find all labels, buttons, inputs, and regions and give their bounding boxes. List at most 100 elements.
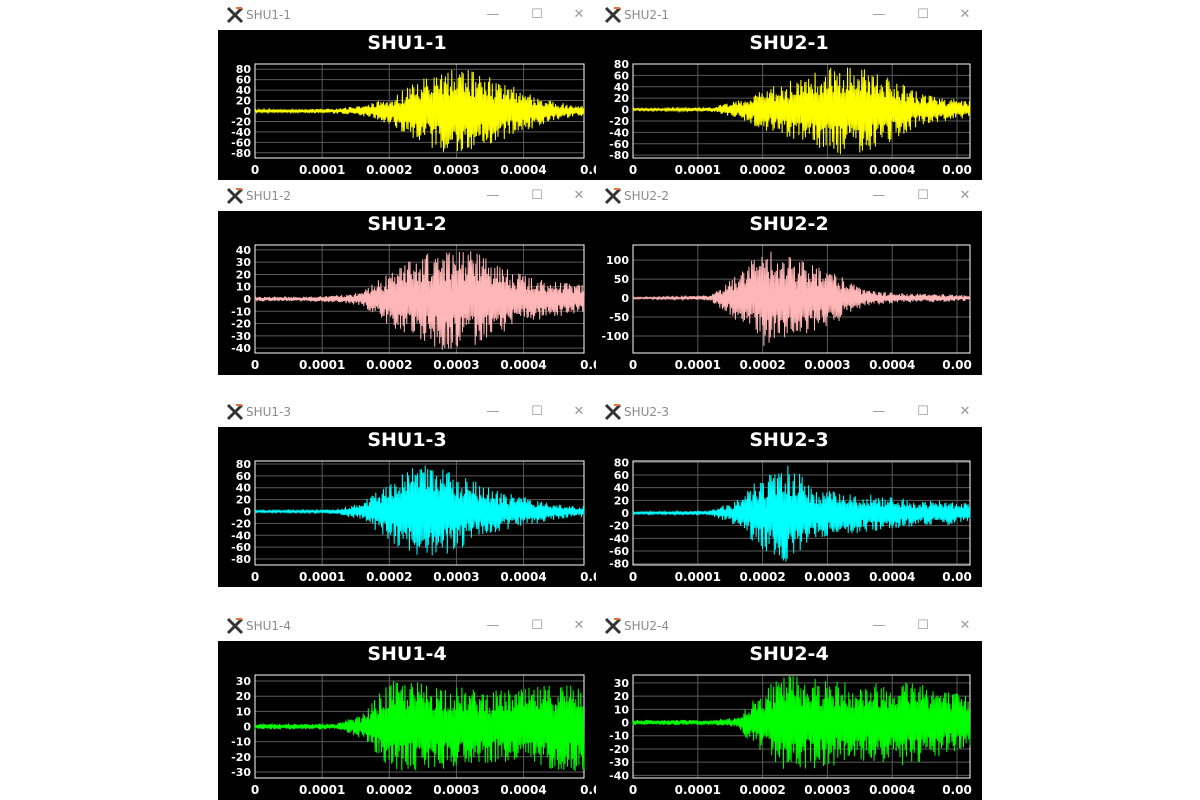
y-tick-label: -20 [609, 743, 629, 756]
y-tick-label: -60 [609, 138, 629, 151]
titlebar[interactable]: SHU1-1 — ☐ ✕ [218, 0, 596, 30]
x-tick-label: 0.0003 [804, 783, 850, 797]
maximize-button[interactable]: ☐ [531, 7, 543, 22]
close-button[interactable]: ✕ [959, 618, 971, 633]
window-shu1-4[interactable]: SHU1-4 — ☐ ✕ SHU1-4 0 0.0001 0.0002 0.0003 0… [218, 611, 596, 800]
y-tick-label: -60 [231, 136, 251, 149]
minimize-button[interactable]: — [872, 618, 886, 633]
window-shu2-3[interactable]: SHU2-3 — ☐ ✕ SHU2-3 0 0.0001 0.0002 0.0003 0… [596, 397, 982, 587]
y-tick-label: 80 [236, 63, 252, 76]
y-tick-label: 20 [236, 268, 252, 281]
minimize-button[interactable]: — [486, 404, 500, 419]
close-button[interactable]: ✕ [573, 188, 585, 203]
x-tick-label: 0.0002 [739, 783, 785, 797]
x-tick-label: 0.0002 [366, 570, 412, 584]
x-tick-label: 0.0001 [675, 163, 721, 177]
y-tick-label: 40 [614, 81, 630, 94]
y-tick-label: -20 [231, 751, 251, 764]
x-tick-label: 0.0004 [500, 358, 546, 372]
maximize-button[interactable]: ☐ [531, 404, 543, 419]
minimize-button[interactable]: — [486, 7, 500, 22]
x-tick-label: 0.00 [942, 358, 972, 372]
minimize-button[interactable]: — [872, 404, 886, 419]
plot-area[interactable]: 0 0.0001 0.0002 0.0003 0.0004 0.00 100 50 0 -50 -1… [596, 211, 982, 375]
plot-area[interactable]: 0 0.0001 0.0002 0.0003 0.0004 0.00806040200-2… [596, 30, 982, 180]
x-tick-label: 0.0003 [804, 358, 850, 372]
x-tick-label: 0.0001 [299, 358, 345, 372]
window-shu2-1[interactable]: SHU2-1 — ☐ ✕ SHU2-1 0 0.0001 0.0002 0.0003 0… [596, 0, 982, 180]
y-tick-label: -30 [231, 330, 251, 343]
window-shu1-3[interactable]: SHU1-3 — ☐ ✕ SHU1-3 0 0.0001 0.0002 0.0003 0… [218, 397, 596, 587]
maximize-button[interactable]: ☐ [917, 188, 929, 203]
plot-area[interactable]: 00.00010.00020.00030.00040.0403020100-10… [218, 211, 596, 375]
x-tick-label: 0.0003 [433, 783, 479, 797]
close-button[interactable]: ✕ [959, 188, 971, 203]
x-logo-icon [226, 6, 244, 24]
window-shu1-2[interactable]: SHU1-2 — ☐ ✕ SHU1-2 0 0.0001 0.0002 0.0003 0… [218, 181, 596, 375]
waveform-series [632, 251, 971, 346]
close-button[interactable]: ✕ [573, 618, 585, 633]
y-tick-label: 0 [243, 293, 251, 306]
maximize-button[interactable]: ☐ [531, 188, 543, 203]
titlebar[interactable]: SHU1-2 — ☐ ✕ [218, 181, 596, 211]
x-tick-label: 0.00 [942, 163, 972, 177]
x-logo-icon [604, 6, 622, 24]
x-tick-label: 0 [251, 358, 259, 372]
maximize-button[interactable]: ☐ [531, 618, 543, 633]
plot-area[interactable]: 0 0.0001 0.0002 0.0003 0.0004 0.00806040200-2… [596, 427, 982, 587]
titlebar[interactable]: SHU1-4 — ☐ ✕ [218, 611, 596, 641]
minimize-button[interactable]: — [486, 188, 500, 203]
titlebar[interactable]: SHU2-3 — ☐ ✕ [596, 397, 982, 427]
window-shu2-4[interactable]: SHU2-4 — ☐ ✕ SHU2-4 0 0.0001 0.0002 0.0003 0… [596, 611, 982, 800]
titlebar[interactable]: SHU2-2 — ☐ ✕ [596, 181, 982, 211]
y-tick-label: -20 [609, 115, 629, 128]
window-title: SHU2-3 [624, 405, 670, 419]
plot-area[interactable]: 0 0.0001 0.0002 0.0003 0.0004 0.0 30 20 10 0 -10 -2… [218, 641, 596, 800]
maximize-button[interactable]: ☐ [917, 7, 929, 22]
window-title: SHU1-2 [246, 189, 292, 203]
y-tick-label: -80 [609, 149, 629, 162]
close-button[interactable]: ✕ [573, 404, 585, 419]
x-logo-icon [226, 403, 244, 421]
y-tick-label: -30 [609, 756, 629, 769]
y-tick-label: 40 [236, 482, 252, 495]
y-tick-label: -40 [609, 532, 629, 545]
y-tick-label: -50 [609, 311, 629, 324]
window-title: SHU2-4 [624, 619, 670, 633]
y-tick-label: 60 [236, 470, 252, 483]
minimize-button[interactable]: — [486, 618, 500, 633]
maximize-button[interactable]: ☐ [917, 404, 929, 419]
plot-area[interactable]: 00.00010.00020.00030.00040.0806040200-20… [218, 427, 596, 587]
y-tick-label: -20 [231, 517, 251, 530]
x-logo-icon [604, 187, 622, 205]
x-tick-label: 0.0004 [500, 783, 546, 797]
x-tick-label: 0.00 [942, 570, 972, 584]
plot-area[interactable]: 0 0.0001 0.0002 0.0003 0.0004 0.003020100-10-… [596, 641, 982, 800]
close-button[interactable]: ✕ [959, 7, 971, 22]
x-tick-label: 0.0001 [299, 570, 345, 584]
x-tick-label: 0.0 [580, 570, 596, 584]
maximize-button[interactable]: ☐ [917, 618, 929, 633]
plot-title: SHU1-3 [367, 429, 447, 451]
y-tick-label: 0 [621, 104, 629, 117]
y-tick-label: 20 [614, 92, 630, 105]
window-shu1-1[interactable]: SHU1-1 — ☐ ✕ SHU1-1 0 0.0001 0.0002 0.0003 0… [218, 0, 596, 180]
plot-area[interactable]: 00.00010.00020.00030.00040.0806040200-20… [218, 30, 596, 180]
x-tick-label: 0 [629, 358, 637, 372]
y-tick-label: -30 [231, 766, 251, 779]
y-tick-label: 0 [621, 292, 629, 305]
minimize-button[interactable]: — [872, 7, 886, 22]
minimize-button[interactable]: — [872, 188, 886, 203]
titlebar[interactable]: SHU1-3 — ☐ ✕ [218, 397, 596, 427]
y-tick-label: -60 [231, 541, 251, 554]
close-button[interactable]: ✕ [573, 7, 585, 22]
window-shu2-2[interactable]: SHU2-2 — ☐ ✕ SHU2-2 0 0.0001 0.0002 0.0003 0… [596, 181, 982, 375]
y-tick-label: 20 [236, 95, 252, 108]
titlebar[interactable]: SHU2-4 — ☐ ✕ [596, 611, 982, 641]
titlebar[interactable]: SHU2-1 — ☐ ✕ [596, 0, 982, 30]
y-tick-label: 80 [614, 58, 630, 71]
close-button[interactable]: ✕ [959, 404, 971, 419]
x-tick-label: 0.0004 [500, 163, 546, 177]
plot-title: SHU2-3 [749, 429, 829, 451]
y-tick-label: -10 [609, 730, 629, 743]
